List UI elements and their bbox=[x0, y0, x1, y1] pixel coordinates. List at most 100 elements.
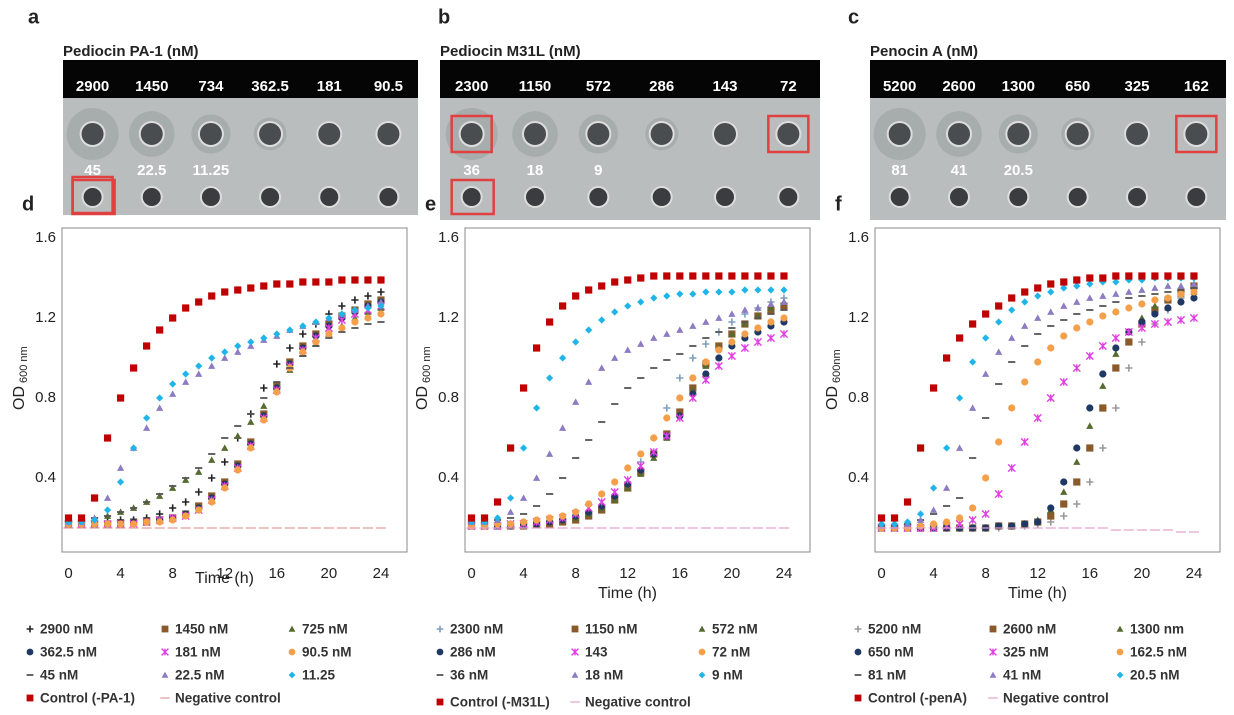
marker bbox=[779, 329, 789, 339]
marker bbox=[260, 384, 268, 392]
marker bbox=[130, 364, 138, 372]
highlight-box bbox=[450, 114, 493, 154]
marker bbox=[715, 354, 723, 362]
legend-label: Negative control bbox=[585, 695, 691, 710]
photo-title: Pediocin M31L (nM) bbox=[440, 43, 581, 60]
marker bbox=[1047, 504, 1055, 512]
marker bbox=[1073, 324, 1081, 332]
marker bbox=[1112, 364, 1120, 372]
marker bbox=[1034, 358, 1042, 366]
marker bbox=[1098, 341, 1107, 351]
panel-letter: d bbox=[22, 193, 34, 215]
well bbox=[316, 121, 343, 147]
well bbox=[375, 121, 402, 147]
legend-marker bbox=[436, 698, 444, 706]
marker bbox=[1033, 413, 1042, 423]
marker bbox=[325, 330, 333, 338]
marker bbox=[1086, 444, 1094, 452]
legend-label: 572 nM bbox=[712, 622, 758, 637]
marker bbox=[260, 282, 268, 290]
marker bbox=[221, 444, 229, 451]
legend-marker bbox=[26, 625, 34, 633]
marker bbox=[1072, 363, 1081, 373]
concentration-label: 9 bbox=[594, 162, 602, 179]
x-axis-label: Time (h) bbox=[1008, 585, 1067, 602]
marker bbox=[519, 518, 528, 526]
highlight-box bbox=[71, 178, 116, 216]
marker bbox=[156, 518, 164, 526]
legend-label: 22.5 nM bbox=[175, 668, 225, 683]
marker bbox=[182, 476, 190, 483]
legend-marker bbox=[854, 648, 862, 656]
well bbox=[777, 186, 800, 208]
marker bbox=[116, 394, 125, 402]
marker bbox=[1073, 500, 1081, 508]
marker bbox=[662, 431, 671, 441]
marker bbox=[1111, 333, 1120, 343]
marker bbox=[611, 308, 619, 316]
marker bbox=[1138, 338, 1146, 346]
marker bbox=[650, 454, 658, 461]
marker bbox=[234, 348, 242, 355]
panel-letter: f bbox=[835, 193, 842, 215]
marker bbox=[1047, 344, 1055, 352]
marker bbox=[467, 514, 476, 522]
well bbox=[197, 121, 224, 147]
marker bbox=[208, 362, 216, 369]
concentration-label: 41 bbox=[951, 162, 968, 179]
marker bbox=[637, 274, 645, 282]
marker bbox=[1073, 478, 1081, 486]
marker bbox=[916, 516, 925, 523]
marker bbox=[956, 394, 964, 402]
marker bbox=[1060, 488, 1068, 495]
marker bbox=[546, 450, 554, 457]
marker bbox=[1138, 272, 1146, 280]
marker bbox=[715, 272, 723, 280]
marker bbox=[559, 302, 567, 310]
legend-marker bbox=[26, 648, 34, 656]
y-tick-label: 0.4 bbox=[848, 469, 869, 486]
y-tick-label: 1.2 bbox=[848, 309, 869, 326]
marker bbox=[1021, 520, 1029, 528]
marker bbox=[890, 514, 899, 522]
marker bbox=[995, 302, 1003, 310]
marker bbox=[1047, 280, 1055, 288]
marker bbox=[741, 272, 749, 280]
x-tick-label: 4 bbox=[929, 565, 937, 582]
marker bbox=[208, 456, 216, 463]
plot-frame bbox=[464, 227, 811, 553]
marker bbox=[572, 338, 580, 346]
marker bbox=[299, 278, 307, 286]
marker bbox=[663, 414, 671, 422]
marker bbox=[1125, 364, 1133, 372]
marker bbox=[1099, 274, 1107, 282]
panel-letter: e bbox=[425, 193, 436, 215]
legend-marker bbox=[1116, 648, 1124, 656]
legend-label: 5200 nM bbox=[868, 622, 921, 637]
marker bbox=[221, 348, 229, 356]
marker bbox=[754, 304, 762, 311]
y-tick-label: 0.4 bbox=[35, 469, 56, 486]
marker bbox=[1047, 288, 1055, 296]
marker bbox=[1112, 272, 1120, 280]
marker bbox=[324, 323, 333, 333]
marker bbox=[1099, 382, 1107, 389]
marker bbox=[234, 466, 242, 474]
legend-marker bbox=[161, 625, 169, 633]
marker bbox=[247, 444, 255, 452]
marker bbox=[1138, 286, 1146, 293]
marker bbox=[650, 334, 658, 341]
marker bbox=[877, 514, 886, 522]
marker bbox=[1137, 323, 1146, 333]
y-axis-label: OD 600nm bbox=[824, 349, 843, 410]
marker bbox=[728, 330, 736, 337]
well bbox=[650, 186, 673, 208]
x-tick-label: 16 bbox=[268, 565, 285, 582]
marker bbox=[364, 276, 372, 284]
concentration-label: 2900 bbox=[76, 78, 109, 95]
marker bbox=[247, 284, 255, 292]
marker bbox=[143, 342, 151, 350]
marker bbox=[1086, 422, 1094, 429]
well bbox=[1124, 121, 1150, 147]
marker bbox=[688, 393, 697, 403]
